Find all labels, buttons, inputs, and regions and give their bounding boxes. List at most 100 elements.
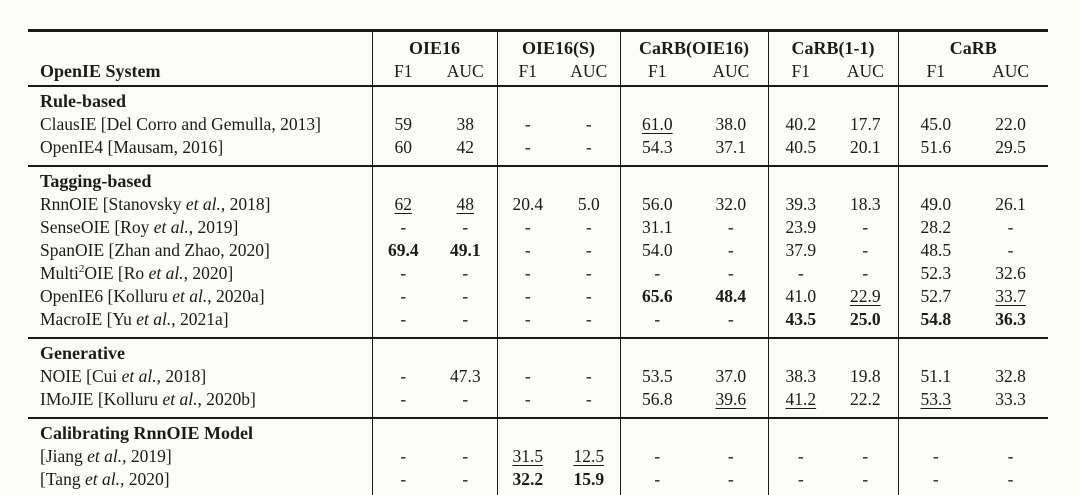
system-name-text: SenseOIE [Roy	[40, 217, 154, 237]
section-rule-based: Rule-based ClausIE [Del Corro and Gemulla…	[28, 85, 1049, 166]
value-cell: 39.6	[715, 389, 747, 409]
empty-cell	[767, 165, 834, 193]
value-cell: 28.2	[897, 216, 974, 239]
system-name-text: , 2020]	[119, 469, 170, 489]
system-name: SenseOIE [Roy et al., 2019]	[28, 216, 372, 239]
value-cell: -	[496, 365, 559, 388]
system-name-text: , 2019]	[122, 446, 172, 466]
subheader-f1-carb-oie16: F1	[619, 60, 695, 87]
value-cell: -	[585, 263, 592, 283]
value-cell: 54.8	[897, 308, 974, 338]
value-cell: 41.2	[767, 388, 834, 418]
table-row: SenseOIE [Roy et al., 2019] - - - -31.1-23.9…	[28, 216, 1048, 239]
system-name: NOIE [Cui et al., 2018]	[28, 365, 372, 388]
sub-header-row: F1 AUC F1 AUC F1 AUC F1 AUC F1 AUC	[28, 60, 1049, 87]
empty-cell	[767, 417, 834, 445]
empty-cell	[619, 165, 695, 193]
empty-cell	[833, 417, 899, 445]
empty-cell	[973, 337, 1049, 365]
table-row: Multi2OIE [Ro et al., 2020] - - - - - - - -52.3 3…	[28, 262, 1048, 285]
empty-cell	[496, 165, 559, 193]
system-name-text: Multi	[40, 263, 79, 283]
system-name-text: MacroIE [Yu	[40, 309, 137, 329]
table-row: NOIE [Cui et al., 2018] -47.3- -53.5 37.0 38…	[28, 365, 1048, 388]
table-row: ClausIE [Del Corro and Gemulla, 2013] 59 3…	[28, 113, 1048, 136]
value-cell: -	[897, 468, 974, 495]
table-row: OpenIE6 [Kolluru et al., 2020a] - - - -65.6 4…	[28, 285, 1048, 308]
empty-cell	[496, 85, 559, 113]
value-cell: -	[619, 445, 695, 468]
value-cell: 17.7	[849, 114, 881, 134]
empty-cell	[767, 337, 834, 365]
value-cell: -	[727, 309, 734, 329]
value-cell: -	[833, 468, 899, 495]
section-label-row: Calibrating RnnOIE Model	[28, 417, 1049, 445]
et-al-italic: et al.	[172, 286, 208, 306]
value-cell: 56.0	[619, 193, 695, 216]
empty-cell	[496, 337, 559, 365]
value-cell: 38.0	[715, 114, 747, 134]
subheader-f1-carb-1-1: F1	[767, 60, 834, 87]
value-cell: 65.6	[619, 285, 695, 308]
section-label: Generative	[28, 337, 372, 365]
system-name-text: [Jiang	[40, 446, 88, 466]
value-cell: -	[585, 240, 592, 260]
group-header-row: OpenIE System OIE16 OIE16(S) CaRB(OIE16)…	[28, 29, 1049, 87]
empty-cell	[973, 417, 1049, 445]
system-name-text: , 2019]	[188, 217, 239, 237]
value-cell: -	[619, 308, 695, 338]
system-name-text: , 2020b]	[197, 389, 256, 409]
value-cell: 41.0	[767, 285, 834, 308]
empty-cell	[897, 85, 974, 113]
system-name-text: OIE [Ro	[84, 263, 149, 283]
value-cell: 32.6	[995, 263, 1026, 283]
empty-cell	[558, 85, 621, 113]
value-cell: -	[727, 263, 734, 283]
et-al-italic: et al.	[162, 389, 198, 409]
value-cell: 54.0	[619, 239, 695, 262]
section-label-row: Tagging-based	[28, 165, 1049, 193]
empty-cell	[897, 165, 974, 193]
section-calibrating-rnnoie-model: Calibrating RnnOIE Model [Jiang et al., 2…	[28, 417, 1049, 495]
value-cell: 31.5	[496, 445, 559, 468]
value-cell: -	[496, 388, 559, 418]
empty-cell	[558, 165, 621, 193]
system-name: ClausIE [Del Corro and Gemulla, 2013]	[28, 113, 372, 136]
value-cell: 69.4	[371, 239, 434, 262]
value-cell: 29.5	[995, 137, 1026, 157]
value-cell: 51.6	[897, 136, 974, 166]
empty-cell	[619, 417, 695, 445]
et-al-italic: et al.	[148, 263, 184, 283]
value-cell: -	[767, 445, 834, 468]
value-cell: 37.0	[715, 366, 747, 386]
column-group-oie16: OIE16	[371, 29, 498, 60]
system-name: RnnOIE [Stanovsky et al., 2018]	[28, 193, 372, 216]
subheader-auc-carb-oie16: AUC	[694, 60, 769, 87]
value-cell: -	[585, 286, 592, 306]
value-cell: 32.0	[715, 194, 747, 214]
system-name-text: [Tang	[40, 469, 85, 489]
value-cell: -	[496, 113, 559, 136]
value-cell: 43.5	[767, 308, 834, 338]
value-cell: 38	[456, 114, 475, 134]
value-cell: 33.7	[995, 286, 1026, 306]
empty-cell	[434, 337, 498, 365]
value-cell: -	[1007, 240, 1014, 260]
system-name-text: , 2021a]	[171, 309, 229, 329]
value-cell: 22.2	[849, 389, 881, 409]
value-cell: -	[862, 240, 869, 260]
value-cell: 48	[456, 194, 475, 214]
value-cell: -	[1007, 446, 1014, 466]
value-cell: -	[862, 217, 869, 237]
value-cell: 37.9	[767, 239, 834, 262]
value-cell: 45.0	[897, 113, 974, 136]
value-cell: -	[585, 217, 592, 237]
system-name-text: RnnOIE [Stanovsky	[40, 194, 186, 214]
value-cell: 39.3	[767, 193, 834, 216]
value-cell: 52.3	[897, 262, 974, 285]
et-al-italic: et al.	[153, 217, 189, 237]
value-cell: 49.0	[897, 193, 974, 216]
empty-cell	[619, 337, 695, 365]
empty-cell	[694, 165, 769, 193]
table-row: [Jiang et al., 2019] - -31.5 12.5- - - - - -	[28, 445, 1048, 468]
